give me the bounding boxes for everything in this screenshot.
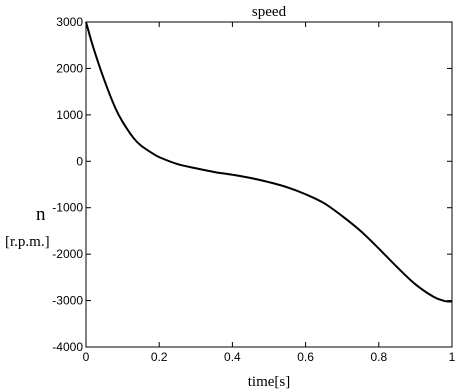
y-tick-label: 3000 [56,15,83,29]
x-tick-label: 0.6 [297,350,314,364]
y-axis-unit-label: [r.p.m.] [5,234,50,250]
x-tick-label: 0.2 [151,350,168,364]
x-tick-label: 0.8 [370,350,387,364]
y-tick-label: -2000 [52,247,83,261]
plot-frame [85,21,453,348]
x-tick-label: 0 [83,350,90,364]
speed-series-line [85,21,453,303]
x-axis-label: time[s] [248,374,291,390]
x-tick-label: 1 [449,350,456,364]
chart-title: speed [252,4,287,20]
y-tick-label: -1000 [52,201,83,215]
y-tick-label: -3000 [52,294,83,308]
y-tick-label: 2000 [56,61,83,75]
y-tick-label: -4000 [52,340,83,354]
y-axis-label: n [36,204,46,225]
axis-ticks: 0 0.2 0.4 0.6 0.8 1 3000 2000 1000 0 -1000 -2000 -30… [52,15,455,364]
y-tick-label: 0 [76,154,83,168]
x-tick-label: 0.4 [224,350,241,364]
y-tick-label: 1000 [56,108,83,122]
